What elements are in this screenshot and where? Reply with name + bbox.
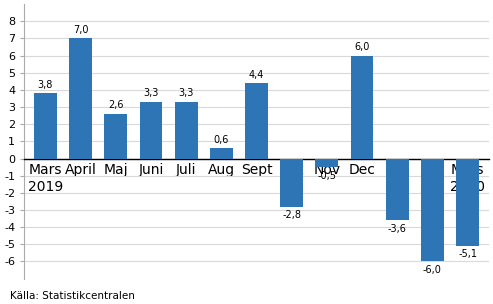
Text: -3,6: -3,6 — [388, 224, 407, 234]
Bar — [456, 158, 479, 246]
Bar — [175, 102, 198, 158]
Text: 3,8: 3,8 — [38, 80, 53, 90]
Text: 6,0: 6,0 — [354, 42, 370, 52]
Bar — [34, 93, 57, 158]
Bar — [210, 148, 233, 158]
Text: -2,8: -2,8 — [282, 210, 301, 220]
Bar — [69, 39, 92, 158]
Text: 7,0: 7,0 — [73, 25, 88, 35]
Text: 3,3: 3,3 — [143, 88, 159, 98]
Text: -0,5: -0,5 — [317, 171, 336, 181]
Bar — [351, 56, 374, 158]
Text: Källa: Statistikcentralen: Källa: Statistikcentralen — [10, 291, 135, 301]
Bar — [316, 158, 338, 167]
Text: -6,0: -6,0 — [423, 265, 442, 275]
Text: 2,6: 2,6 — [108, 101, 124, 110]
Bar — [421, 158, 444, 261]
Bar — [140, 102, 162, 158]
Bar — [245, 83, 268, 158]
Text: -5,1: -5,1 — [458, 249, 477, 259]
Text: 4,4: 4,4 — [249, 70, 264, 80]
Bar — [280, 158, 303, 206]
Text: 0,6: 0,6 — [213, 135, 229, 145]
Text: 3,3: 3,3 — [178, 88, 194, 98]
Bar — [386, 158, 409, 220]
Bar — [105, 114, 127, 158]
